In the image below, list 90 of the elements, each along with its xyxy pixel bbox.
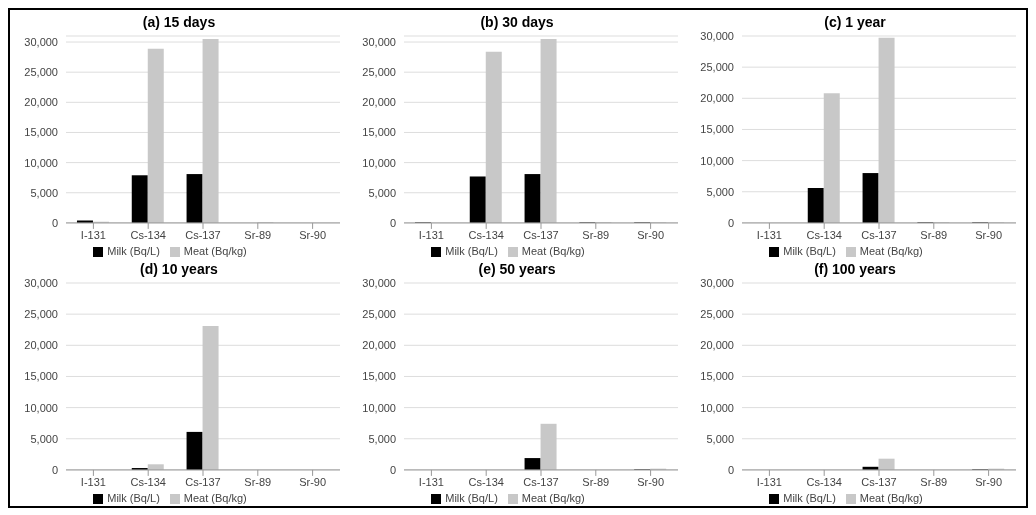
x-tick-label: Cs-137: [185, 475, 221, 488]
x-tick-label: Cs-134: [468, 228, 504, 241]
y-tick-label: 20,000: [700, 339, 734, 352]
x-tick-label: Sr-90: [299, 475, 327, 488]
x-tick-label: Sr-89: [244, 228, 272, 241]
x-tick-label: Sr-89: [582, 475, 610, 488]
chart-title: (e) 50 years: [478, 261, 556, 277]
chart-title: (a) 15 days: [141, 13, 217, 32]
x-tick-label: Cs-137: [861, 475, 897, 488]
legend-label: Milk (Bq/L): [783, 491, 836, 504]
legend-label: Milk (Bq/L): [445, 244, 498, 257]
legend-label: Milk (Bq/L): [445, 491, 498, 504]
x-tick-label: Sr-89: [920, 475, 948, 488]
x-tick-label: Cs-134: [130, 475, 166, 488]
x-tick-label: Cs-137: [523, 475, 559, 488]
y-tick-label: 20,000: [24, 339, 58, 352]
y-tick-label: 10,000: [700, 401, 734, 414]
y-tick-label: 15,000: [24, 370, 58, 383]
x-tick-label: Cs-137: [185, 228, 221, 241]
y-tick-label: 15,000: [24, 126, 58, 139]
y-tick-label: 25,000: [362, 66, 396, 79]
y-tick-label: 25,000: [24, 308, 58, 321]
y-tick-label: 25,000: [24, 66, 58, 79]
y-tick-label: 5,000: [368, 432, 396, 445]
y-tick-label: 20,000: [24, 96, 58, 109]
y-tick-label: 0: [389, 463, 396, 476]
x-tick-label: I-131: [80, 228, 106, 241]
x-tick-label: Sr-90: [975, 475, 1003, 488]
y-tick-label: 20,000: [362, 96, 396, 109]
y-tick-label: 10,000: [24, 401, 58, 414]
y-tick-label: 0: [727, 216, 734, 229]
legend-label: Meat (Bq/kg): [521, 491, 585, 504]
y-tick-label: 5,000: [706, 432, 734, 445]
x-tick-label: I-131: [418, 228, 444, 241]
x-tick-label: Cs-134: [130, 228, 166, 241]
y-tick-label: 0: [51, 463, 58, 476]
x-tick-label: I-131: [418, 475, 444, 488]
y-tick-label: 5,000: [30, 432, 58, 445]
y-tick-label: 10,000: [362, 156, 396, 169]
y-tick-label: 20,000: [362, 339, 396, 352]
chart-title: (c) 1 year: [824, 14, 886, 30]
legend-label: Milk (Bq/L): [783, 244, 836, 257]
y-tick-label: 15,000: [700, 123, 734, 136]
x-tick-label: Cs-134: [806, 228, 842, 241]
y-tick-label: 30,000: [362, 276, 396, 289]
legend-label: Meat (Bq/kg): [859, 244, 923, 257]
x-tick-label: Cs-137: [861, 228, 897, 241]
x-tick-label: I-131: [756, 475, 782, 488]
y-tick-label: 5,000: [30, 186, 58, 199]
x-tick-label: Cs-137: [523, 228, 559, 241]
y-tick-label: 30,000: [24, 35, 58, 48]
legend-label: Milk (Bq/L): [107, 244, 160, 257]
y-tick-label: 10,000: [700, 154, 734, 167]
chart-title: (d) 10 years: [140, 261, 218, 277]
y-tick-label: 0: [51, 216, 58, 229]
y-tick-label: 30,000: [24, 276, 58, 289]
x-tick-label: Cs-134: [468, 475, 504, 488]
legend-label: Meat (Bq/kg): [183, 244, 247, 257]
y-tick-label: 25,000: [362, 308, 396, 321]
legend-label: Meat (Bq/kg): [183, 491, 247, 504]
y-tick-label: 30,000: [362, 35, 396, 48]
y-tick-label: 30,000: [700, 29, 734, 42]
x-tick-label: Sr-89: [244, 475, 272, 488]
x-tick-label: Sr-90: [637, 475, 665, 488]
y-tick-label: 10,000: [24, 156, 58, 169]
y-tick-label: 20,000: [700, 92, 734, 105]
y-tick-label: 0: [389, 216, 396, 229]
legend-label: Milk (Bq/L): [107, 491, 160, 504]
legend-label: Meat (Bq/kg): [859, 491, 923, 504]
legend-label: Meat (Bq/kg): [521, 244, 585, 257]
y-tick-label: 25,000: [700, 61, 734, 74]
x-tick-label: Sr-89: [582, 228, 610, 241]
y-tick-label: 15,000: [362, 370, 396, 383]
x-tick-label: Cs-134: [806, 475, 842, 488]
x-tick-label: I-131: [756, 228, 782, 241]
x-tick-label: Sr-90: [299, 228, 327, 241]
y-tick-label: 5,000: [706, 185, 734, 198]
x-tick-label: Sr-89: [920, 228, 948, 241]
x-tick-label: Sr-90: [637, 228, 665, 241]
y-tick-label: 25,000: [700, 308, 734, 321]
y-tick-label: 5,000: [368, 186, 396, 199]
x-tick-label: Sr-90: [975, 228, 1003, 241]
chart-title: (f) 100 years: [814, 261, 896, 277]
x-tick-label: I-131: [80, 475, 106, 488]
y-tick-label: 15,000: [362, 126, 396, 139]
chart-title: (b) 30 days: [479, 13, 555, 32]
y-tick-label: 15,000: [700, 370, 734, 383]
y-tick-label: 0: [727, 463, 734, 476]
y-tick-label: 30,000: [700, 276, 734, 289]
y-tick-label: 10,000: [362, 401, 396, 414]
